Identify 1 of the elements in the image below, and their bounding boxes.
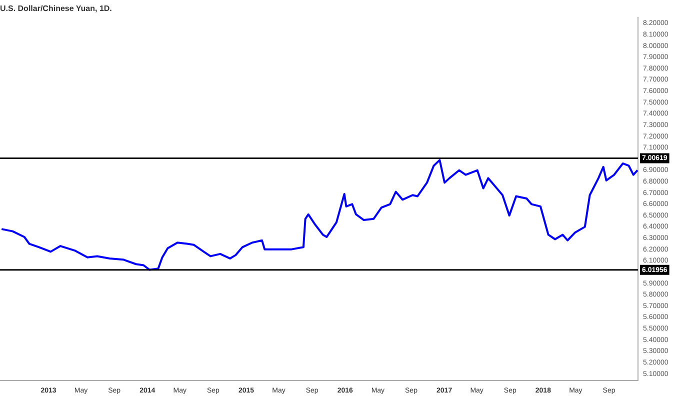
chart-title: U.S. Dollar/Chinese Yuan, 1D. [0,4,112,14]
